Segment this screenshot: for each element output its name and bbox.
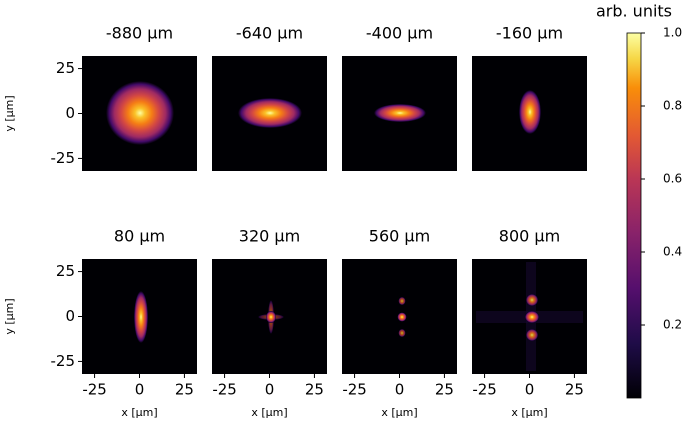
x-axis-label: x [μm] xyxy=(381,406,417,419)
panel-title: 320 μm xyxy=(239,227,300,246)
y-tick-label: 25 xyxy=(56,59,75,77)
beam-spot xyxy=(266,311,276,323)
y-tick-label: 25 xyxy=(56,262,75,280)
beam-spot xyxy=(374,104,426,122)
y-axis-label: y [μm] xyxy=(3,298,16,334)
y-tick-label: 0 xyxy=(65,307,75,325)
beam-spot xyxy=(525,311,539,323)
panel-title: -640 μm xyxy=(236,24,303,43)
panel-images xyxy=(82,56,587,374)
colorbar xyxy=(626,32,642,399)
beam-spot xyxy=(526,329,538,341)
y-tick-label: -25 xyxy=(51,352,76,370)
y-tick-label: 0 xyxy=(65,104,75,122)
x-axis-label: x [μm] xyxy=(121,406,157,419)
x-axis-label: x [μm] xyxy=(511,406,547,419)
panel-title: 80 μm xyxy=(114,227,165,246)
x-tick-label: -25 xyxy=(472,381,497,399)
beam-spot xyxy=(397,312,407,322)
x-tick-label: -25 xyxy=(342,381,367,399)
y-tick-label: -25 xyxy=(51,149,76,167)
colorbar-tick-label: 0.8 xyxy=(663,99,682,113)
beam-spot xyxy=(526,294,538,306)
panel-title: -160 μm xyxy=(496,24,563,43)
x-tick-label: 0 xyxy=(395,381,405,399)
x-tick-label: 0 xyxy=(525,381,535,399)
panel-title: -400 μm xyxy=(366,24,433,43)
panel-title: -880 μm xyxy=(106,24,173,43)
x-tick-label: 25 xyxy=(565,381,584,399)
y-axis-label: y [μm] xyxy=(3,95,16,131)
colorbar-tick-label: 1.0 xyxy=(663,26,682,40)
x-tick-label: 25 xyxy=(175,381,194,399)
x-tick-label: 25 xyxy=(435,381,454,399)
colorbar-tick-label: 0.4 xyxy=(663,245,682,259)
x-tick-label: 0 xyxy=(135,381,145,399)
beam-spot xyxy=(238,98,302,128)
beam-spot xyxy=(134,291,148,343)
panel-title: 560 μm xyxy=(369,227,430,246)
beam-spot xyxy=(519,90,541,134)
colorbar-label: arb. units xyxy=(596,2,672,21)
x-tick-label: -25 xyxy=(82,381,107,399)
beam-spot xyxy=(398,297,406,305)
beam-spot xyxy=(106,81,174,145)
x-axis-label: x [μm] xyxy=(251,406,287,419)
panel-title: 800 μm xyxy=(499,227,560,246)
colorbar-tick-label: 0.6 xyxy=(663,172,682,186)
beam-spot xyxy=(398,329,406,337)
x-tick-label: 0 xyxy=(265,381,275,399)
colorbar-tick-label: 0.2 xyxy=(663,318,682,332)
x-tick-label: 25 xyxy=(305,381,324,399)
x-tick-label: -25 xyxy=(212,381,237,399)
